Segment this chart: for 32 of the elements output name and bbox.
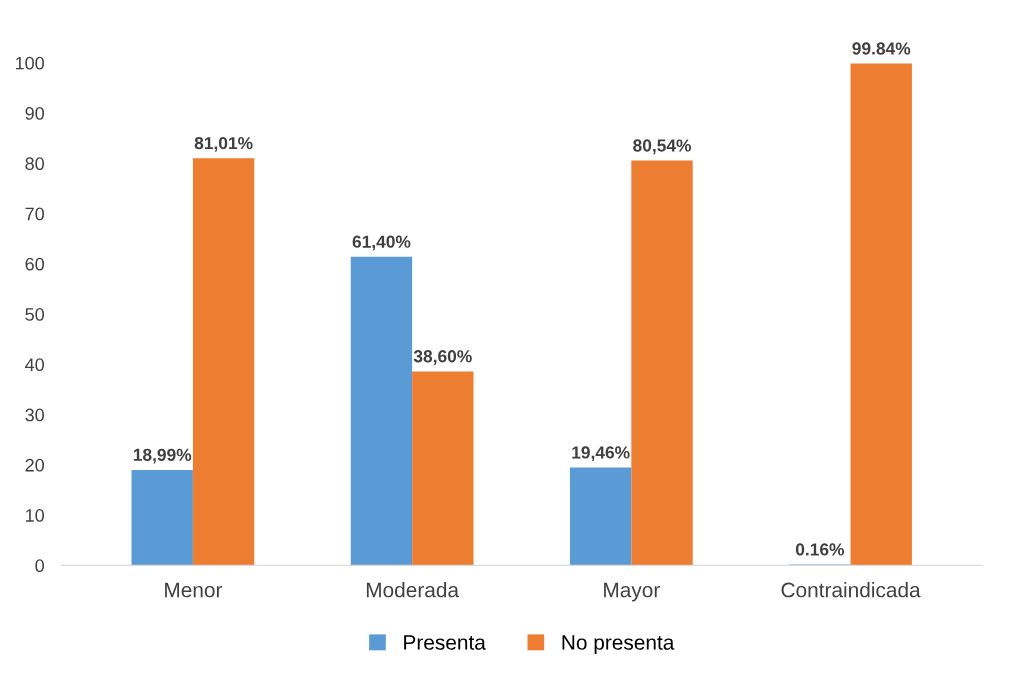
legend-label: No presenta <box>562 635 675 654</box>
y-tick-label: 30 <box>25 408 45 422</box>
y-tick-label: 80 <box>25 157 45 171</box>
x-tick-label: Mayor <box>604 582 660 602</box>
data-label: 61,40% <box>352 235 411 251</box>
x-tick-label: Menor <box>165 582 223 598</box>
data-label: 18,99% <box>133 448 192 464</box>
data-label: 80,54% <box>633 139 692 155</box>
y-tick-label: 10 <box>26 509 45 522</box>
y-tick-label: 60 <box>25 257 45 271</box>
data-label: 19,46% <box>572 446 630 462</box>
y-tick-label: 40 <box>25 358 45 372</box>
y-tick-label: 70 <box>25 207 45 221</box>
legend-label: Presenta <box>404 635 486 650</box>
bar <box>412 371 474 566</box>
x-tick-label: Moderada <box>366 582 460 598</box>
y-tick-label: 0 <box>35 559 45 573</box>
bar <box>350 256 413 566</box>
bar <box>850 63 912 566</box>
x-tick-label: Contraindicada <box>781 582 921 598</box>
bar <box>569 467 632 566</box>
data-label: 81,01% <box>194 136 253 152</box>
y-tick-label: 20 <box>25 458 45 472</box>
data-label: 0.16% <box>795 543 845 556</box>
y-tick-label: 100 <box>15 56 45 70</box>
bar <box>131 469 193 566</box>
data-label: 38,60% <box>413 350 472 365</box>
y-tick-label: 50 <box>25 308 45 321</box>
bar <box>192 158 255 566</box>
bar <box>631 160 693 566</box>
data-label: 99.84% <box>852 42 911 55</box>
y-tick-label: 90 <box>25 107 45 120</box>
